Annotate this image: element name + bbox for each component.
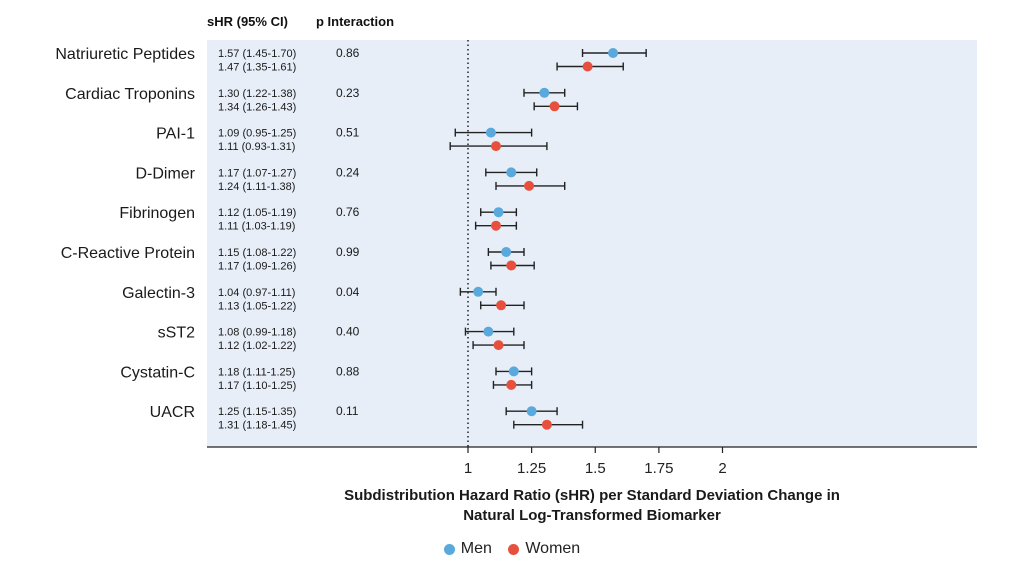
women-point [496, 300, 507, 311]
women-point [490, 220, 501, 231]
biomarker-row: PAI-1 1.09 (0.95-1.25)1.11 (0.93-1.31) 0.5… [156, 126, 548, 153]
women-point [490, 141, 501, 152]
men-shr-label: 1.30 (1.22-1.38) [218, 88, 296, 100]
x-tick-label: 1.5 [585, 460, 606, 477]
p-interaction-value: 0.88 [336, 364, 360, 378]
p-interaction-value: 0.23 [336, 86, 360, 100]
men-point [485, 127, 496, 138]
men-point [501, 247, 512, 257]
men-shr-label: 1.15 (1.08-1.22) [218, 247, 296, 259]
x-axis-title-line: Subdistribution Hazard Ratio (sHR) per S… [344, 487, 840, 504]
women-point [493, 340, 504, 351]
women-shr-label: 1.12 (1.02-1.22) [218, 340, 296, 352]
plot-panel [207, 40, 977, 447]
women-point [541, 419, 552, 430]
p-interaction-value: 0.40 [336, 325, 360, 339]
legend-women-marker [508, 543, 520, 555]
p-interaction-value: 0.86 [336, 46, 360, 60]
biomarker-row: UACR 1.25 (1.15-1.35) 1.31 (1.18-1.45) 0.11 [150, 404, 584, 432]
men-shr-label: 1.25 (1.15-1.35) [218, 406, 296, 418]
legend: Men Women [0, 540, 1024, 560]
men-shr-label: 1.08 (0.99-1.18) [218, 327, 296, 339]
x-tick-label: 1.75 [644, 460, 673, 477]
biomarker-row: Cystatin-C 1.18 (1.11-1.25) 1.17 (1.10-1.2… [120, 364, 533, 392]
biomarker-name: sST2 [158, 325, 195, 342]
p-interaction-value: 0.04 [336, 285, 360, 299]
legend-men-label: Men [460, 540, 492, 557]
women-shr-label: 1.17 (1.09-1.26) [218, 261, 296, 273]
p-interaction-value: 0.76 [336, 205, 360, 219]
legend-women: Women [508, 540, 580, 558]
men-point [493, 207, 504, 218]
women-point [549, 101, 560, 112]
biomarker-row: Cardiac Troponins 1.30 (1.22-1.38)1.34 (1… [65, 86, 579, 113]
x-axis: 1 1.25 1.5 1.75 2 [207, 446, 977, 477]
x-axis-title: Subdistribution Hazard Ratio (sHR) per S… [344, 487, 840, 524]
men-point [608, 48, 619, 58]
biomarker-name: UACR [150, 404, 195, 421]
biomarker-row: Galectin-3 1.04 (0.97-1.11)1.13 (1.05-1.2… [122, 285, 525, 312]
men-point [506, 167, 517, 178]
biomarker-name: D-Dimer [135, 165, 195, 182]
forest-plot: 1 1.25 1.5 1.75 2 Natriuretic Peptides 1.57 (… [55, 40, 977, 524]
header-shr: sHR (95% CI) [207, 14, 288, 29]
women-shr-label: 1.11 (0.93-1.31) [218, 141, 295, 153]
women-shr-label: 1.11 (1.03-1.19) [218, 221, 295, 233]
men-shr-label: 1.09 (0.95-1.25) [218, 128, 296, 140]
biomarker-name: PAI-1 [156, 126, 195, 143]
biomarker-name: C-Reactive Protein [61, 245, 195, 262]
p-interaction-value: 0.51 [336, 126, 360, 140]
women-shr-label: 1.34 (1.26-1.43) [218, 101, 296, 113]
biomarker-row: Natriuretic Peptides 1.57 (1.45-1.70) 1.47… [55, 46, 647, 74]
women-shr-label: 1.47 (1.35-1.61) [218, 62, 296, 74]
men-point [539, 87, 550, 98]
biomarker-row: D-Dimer 1.17 (1.07-1.27) 1.24 (1.11-1.38) 0… [135, 165, 566, 193]
men-shr-label: 1.18 (1.11-1.25) [218, 366, 295, 378]
women-point [506, 260, 517, 271]
men-shr-label: 1.04 (0.97-1.11) [218, 287, 295, 299]
biomarker-name: Fibrinogen [119, 205, 195, 222]
men-shr-label: 1.12 (1.05-1.19) [218, 207, 296, 219]
men-point [508, 366, 519, 377]
women-shr-label: 1.17 (1.10-1.25) [218, 380, 296, 392]
biomarker-name: Galectin-3 [122, 285, 195, 302]
biomarker-row: C-Reactive Protein 1.15 (1.08-1.22) 1.17 (… [61, 245, 535, 273]
biomarker-name: Cystatin-C [120, 364, 195, 381]
biomarker-rows: Natriuretic Peptides 1.57 (1.45-1.70) 1.47… [55, 46, 647, 432]
men-shr-label: 1.57 (1.45-1.70) [218, 48, 296, 60]
women-shr-label: 1.31 (1.18-1.45) [218, 420, 296, 432]
p-interaction-value: 0.11 [336, 404, 359, 418]
men-point [483, 326, 494, 337]
women-point [524, 180, 535, 191]
biomarker-name: Natriuretic Peptides [55, 46, 195, 63]
men-point [473, 286, 484, 297]
header-p-interaction: p Interaction [316, 14, 395, 29]
x-tick-label: 1 [464, 460, 472, 477]
legend-women-label: Women [525, 540, 581, 557]
x-tick-label: 2 [718, 460, 726, 477]
x-tick-label: 1.25 [517, 460, 546, 477]
legend-men-marker [443, 543, 455, 555]
p-interaction-value: 0.99 [336, 245, 360, 259]
biomarker-name: Cardiac Troponins [65, 86, 195, 103]
men-shr-label: 1.17 (1.07-1.27) [218, 167, 296, 179]
p-interaction-value: 0.24 [336, 165, 360, 179]
legend-men: Men [443, 540, 492, 558]
women-shr-label: 1.24 (1.11-1.38) [218, 181, 295, 193]
biomarker-row: sST2 1.08 (0.99-1.18)1.12 (1.02-1.22) 0.40 [158, 325, 525, 352]
men-point [526, 406, 537, 417]
biomarker-row: Fibrinogen 1.12 (1.05-1.19) 1.11 (1.03-1.1… [119, 205, 518, 233]
women-point [506, 379, 517, 390]
women-point [582, 61, 593, 72]
x-axis-title-line: Natural Log-Transformed Biomarker [463, 507, 721, 524]
women-shr-label: 1.13 (1.05-1.22) [218, 300, 296, 312]
